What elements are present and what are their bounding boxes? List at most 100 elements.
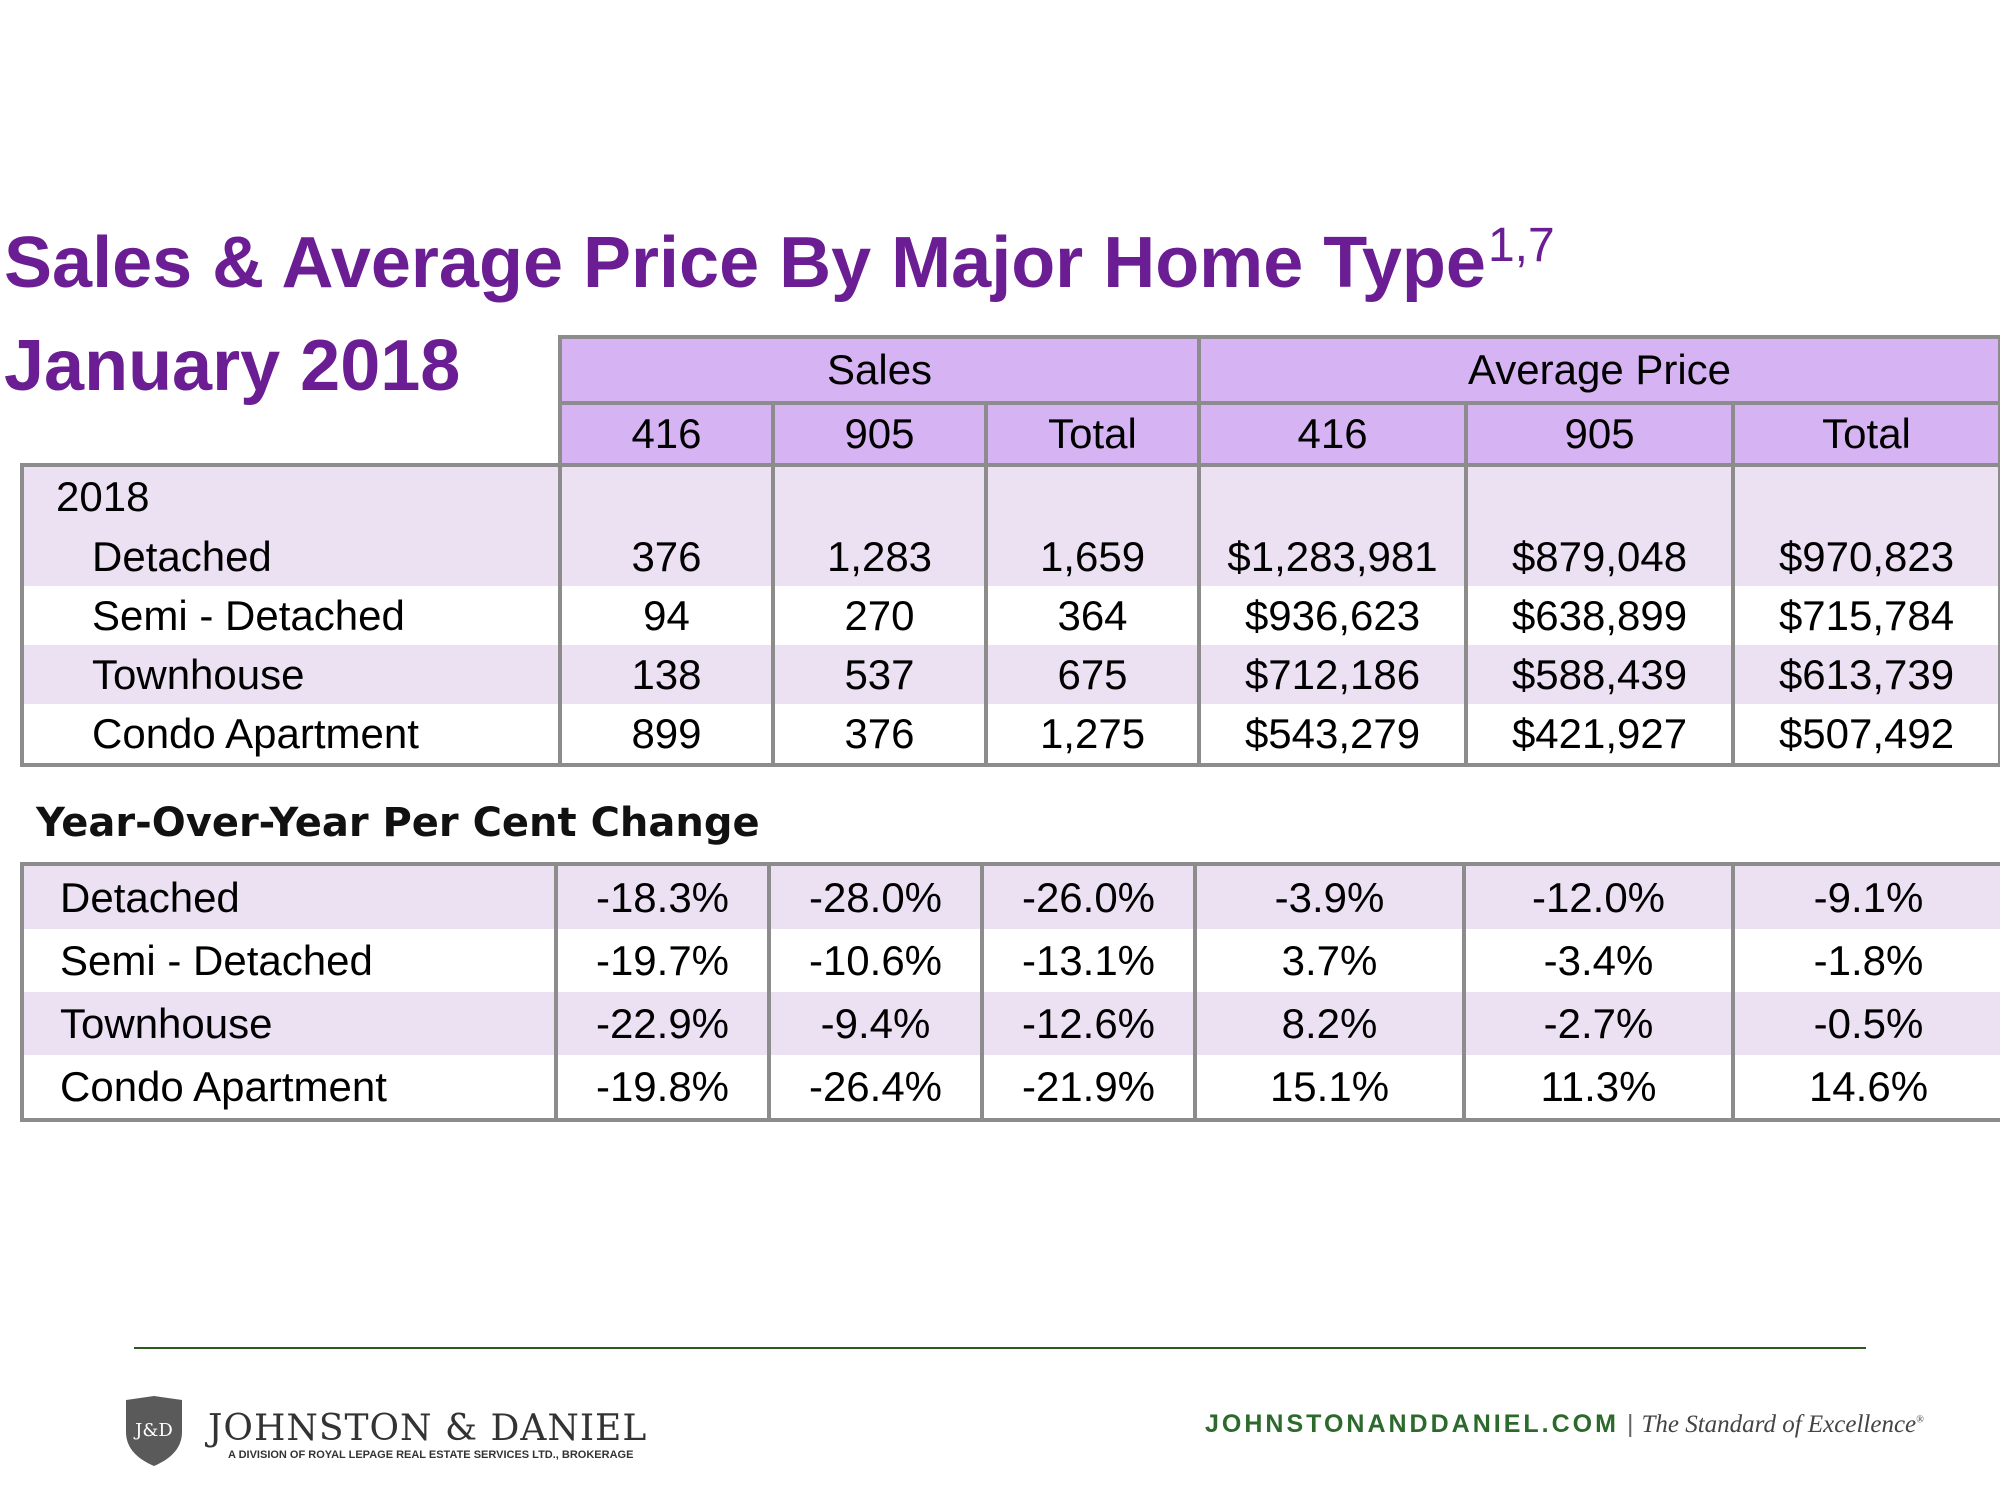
table-corner xyxy=(22,403,562,467)
table-cell: -9.1% xyxy=(1731,864,2000,929)
table-row: Condo Apartment -19.8% -26.4% -21.9% 15.… xyxy=(22,1055,2000,1120)
table-cell: $421,927 xyxy=(1464,704,1736,767)
table-cell: 675 xyxy=(983,645,1202,704)
yoy-change-table: Detached -18.3% -28.0% -26.0% -3.9% -12.… xyxy=(20,862,2000,1122)
table-cell xyxy=(771,465,988,527)
table-cell: 3.7% xyxy=(1193,929,1464,992)
table-cell: 11.3% xyxy=(1462,1055,1733,1120)
row-label: Detached xyxy=(20,527,562,586)
footer-divider xyxy=(134,1347,1866,1349)
column-header: 416 xyxy=(558,401,775,467)
table-row: Detached 376 1,283 1,659 $1,283,981 $879… xyxy=(20,527,2000,586)
table-cell: -28.0% xyxy=(767,864,982,929)
table-cell: -12.6% xyxy=(980,992,1195,1055)
table-cell: 138 xyxy=(558,645,775,704)
logo-initials: J&D xyxy=(133,1420,173,1441)
table-row: Semi - Detached -19.7% -10.6% -13.1% 3.7… xyxy=(22,929,2000,992)
table-cell: $613,739 xyxy=(1731,645,2000,704)
table-cell: -19.8% xyxy=(554,1055,769,1120)
row-label: Condo Apartment xyxy=(60,1062,387,1110)
column-header: Total xyxy=(1731,401,2000,467)
table-cell xyxy=(1464,465,1736,527)
table-cell: $715,784 xyxy=(1731,586,2000,645)
sales-price-table: Sales Average Price 416 905 Total 416 90… xyxy=(20,335,2000,767)
table-cell: $543,279 xyxy=(1197,704,1469,767)
table-cell xyxy=(558,465,775,527)
table-cell: -9.4% xyxy=(767,992,982,1055)
brand-subtitle: A DIVISION OF ROYAL LEPAGE REAL ESTATE S… xyxy=(228,1449,634,1461)
table-cell: -22.9% xyxy=(554,992,769,1055)
column-header: 905 xyxy=(771,401,988,467)
table-cell: 8.2% xyxy=(1193,992,1464,1055)
table-cell: -26.0% xyxy=(980,864,1195,929)
footer-separator: | xyxy=(1626,1410,1634,1438)
row-label: Detached xyxy=(22,864,556,929)
table-cell: 1,659 xyxy=(983,527,1202,586)
row-label: Semi - Detached xyxy=(60,936,373,984)
table-cell: 899 xyxy=(558,704,775,767)
table-cell: -2.7% xyxy=(1462,992,1733,1055)
tagline: The Standard of Excellence® xyxy=(1641,1411,1923,1438)
page-subtitle: January 2018 xyxy=(4,326,461,406)
table-cell: 270 xyxy=(771,586,988,645)
table-cell: 376 xyxy=(558,527,775,586)
table-cell: -3.4% xyxy=(1462,929,1733,992)
yoy-section-title: Year-Over-Year Per Cent Change xyxy=(36,800,760,846)
table-cell: -1.8% xyxy=(1731,929,2000,992)
tagline-text: The Standard of Excellence xyxy=(1641,1411,1917,1438)
table-cell xyxy=(983,465,1202,527)
table-row: Detached -18.3% -28.0% -26.0% -3.9% -12.… xyxy=(22,864,2000,929)
group-header-average-price: Average Price xyxy=(1197,335,2000,405)
shield-icon: J&D xyxy=(126,1396,182,1466)
row-label: Semi - Detached xyxy=(20,586,562,645)
table-row: Townhouse 138 537 675 $712,186 $588,439 … xyxy=(20,645,2000,704)
table-cell: $936,623 xyxy=(1197,586,1469,645)
table-cell: 537 xyxy=(771,645,988,704)
registered-mark: ® xyxy=(1916,1414,1924,1426)
table-cell: $1,283,981 xyxy=(1197,527,1469,586)
year-row: 2018 xyxy=(20,465,2000,527)
row-label: Condo Apartment xyxy=(20,704,562,767)
table-cell: -26.4% xyxy=(767,1055,982,1120)
table-cell: -19.7% xyxy=(554,929,769,992)
table-cell: $638,899 xyxy=(1464,586,1736,645)
table-cell: -13.1% xyxy=(980,929,1195,992)
website-link[interactable]: JOHNSTONANDDANIEL.COM xyxy=(1205,1410,1619,1438)
table-cell: $507,492 xyxy=(1731,704,2000,767)
column-header: Total xyxy=(983,401,1202,467)
table-row: Townhouse -22.9% -9.4% -12.6% 8.2% -2.7%… xyxy=(22,992,2000,1055)
table-cell: 1,275 xyxy=(983,704,1202,767)
footer-right: JOHNSTONANDDANIEL.COM | The Standard of Ex… xyxy=(1205,1410,1924,1439)
title-text: Sales & Average Price By Major Home Type xyxy=(4,223,1486,303)
table-cell: 94 xyxy=(558,586,775,645)
page-title: Sales & Average Price By Major Home Type… xyxy=(4,219,1555,300)
year-label: 2018 xyxy=(20,465,562,527)
table-cell: -18.3% xyxy=(554,864,769,929)
table-cell: -0.5% xyxy=(1731,992,2000,1055)
table-cell: 364 xyxy=(983,586,1202,645)
table-cell: -21.9% xyxy=(980,1055,1195,1120)
table-cell: 1,283 xyxy=(771,527,988,586)
table-cell: -3.9% xyxy=(1193,864,1464,929)
table-row: Semi - Detached 94 270 364 $936,623 $638… xyxy=(20,586,2000,645)
table-cell xyxy=(1197,465,1469,527)
table-cell: 376 xyxy=(771,704,988,767)
table-corner xyxy=(22,337,560,403)
table-cell: -12.0% xyxy=(1462,864,1733,929)
table-cell xyxy=(1731,465,2000,527)
table-cell: $588,439 xyxy=(1464,645,1736,704)
group-header-sales: Sales xyxy=(557,335,1202,405)
table-cell: 15.1% xyxy=(1193,1055,1464,1120)
table-cell: 14.6% xyxy=(1731,1055,2000,1120)
table-cell: $879,048 xyxy=(1464,527,1736,586)
row-label: Townhouse xyxy=(22,992,556,1055)
brand-name: JOHNSTON & DANIEL xyxy=(208,1408,648,1449)
column-header: 905 xyxy=(1464,401,1736,467)
table-cell: $712,186 xyxy=(1197,645,1469,704)
column-header: 416 xyxy=(1197,401,1469,467)
title-footnote: 1,7 xyxy=(1487,219,1555,272)
row-label: Townhouse xyxy=(20,645,562,704)
table-cell: $970,823 xyxy=(1731,527,2000,586)
table-cell: -10.6% xyxy=(767,929,982,992)
table-row: Condo Apartment 899 376 1,275 $543,279 $… xyxy=(20,704,2000,767)
